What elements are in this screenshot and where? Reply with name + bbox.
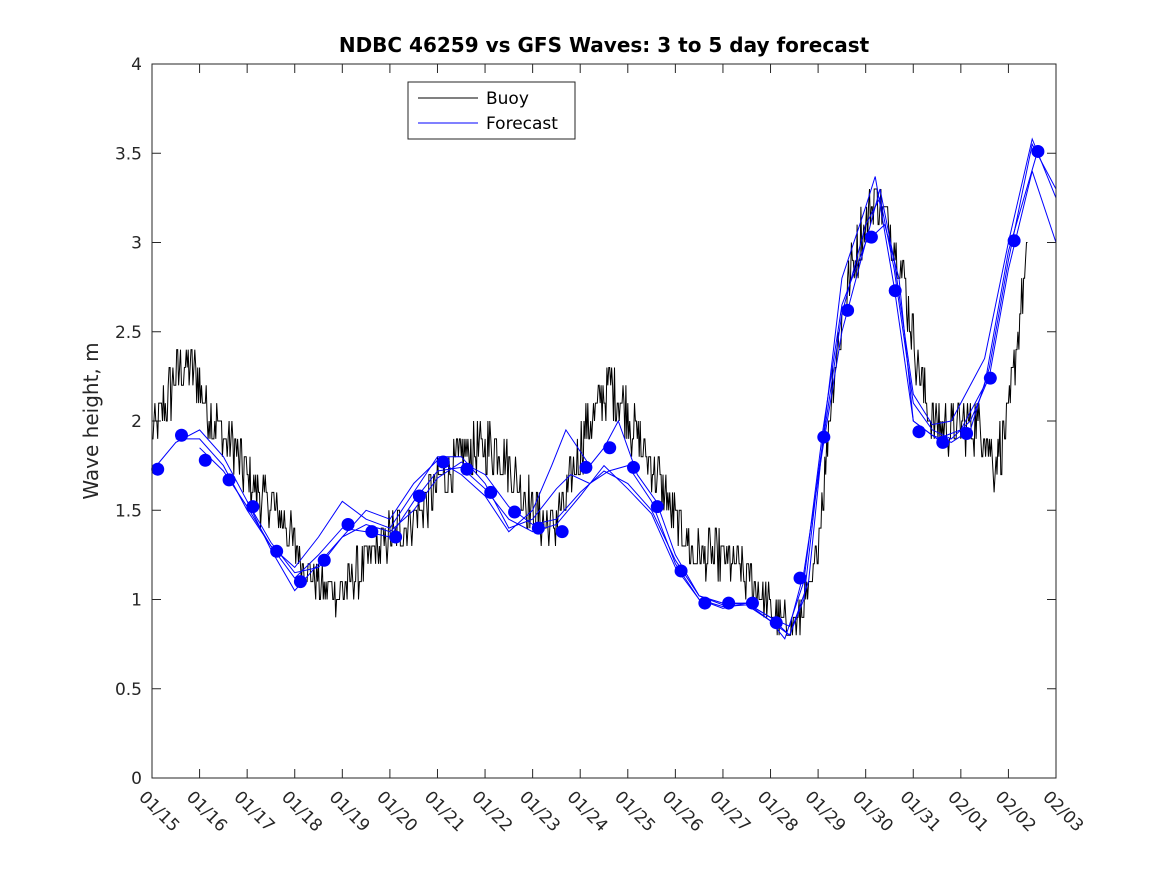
forecast-marker-11 [412,489,426,503]
forecast-marker-9 [365,525,379,539]
forecast-marker-12 [436,455,450,469]
forecast-marker-22 [674,564,688,578]
y-tick-label-0: 0 [131,769,142,789]
forecast-marker-6 [293,575,307,589]
forecast-marker-35 [983,371,997,385]
forecast-marker-19 [603,441,617,455]
forecast-marker-7 [317,553,331,567]
y-tick-label-4: 2 [131,412,142,432]
y-tick-label-2: 1 [131,591,142,611]
forecast-marker-3 [222,473,236,487]
forecast-marker-31 [888,284,902,298]
y-tick-label-5: 2.5 [115,323,142,343]
plot-frame [151,63,1057,779]
forecast-marker-33 [936,435,950,449]
forecast-marker-8 [341,518,355,532]
forecast-marker-26 [769,616,783,630]
y-tick-label-7: 3.5 [115,144,142,164]
forecast-marker-14 [484,485,498,499]
y-tick-label-3: 1.5 [115,501,142,521]
legend: Buoy Forecast [407,81,576,140]
forecast-markers [151,144,1045,630]
plot-area [152,64,1056,778]
chart-title: NDBC 46259 vs GFS Waves: 3 to 5 day fore… [339,33,870,57]
legend-buoy-label: Buoy [486,89,529,109]
y-axis-label: Wave height, m [79,342,103,499]
forecast-marker-23 [698,596,712,610]
forecast-marker-2 [198,453,212,467]
forecast-marker-27 [793,571,807,585]
forecast-marker-29 [841,303,855,317]
forecast-marker-15 [508,505,522,519]
forecast-marker-16 [531,521,545,535]
forecast-marker-30 [864,230,878,244]
y-tick-label-1: 0.5 [115,680,142,700]
y-tick-label-6: 3 [131,234,142,254]
forecast-marker-25 [745,596,759,610]
forecast-marker-13 [460,462,474,476]
forecast-series-line-2 [199,137,1057,628]
legend-forecast-label: Forecast [486,114,558,134]
forecast-marker-20 [626,460,640,474]
forecast-marker-36 [1007,234,1021,248]
forecast-marker-32 [912,425,926,439]
forecast-marker-10 [389,530,403,544]
forecast-marker-5 [270,544,284,558]
forecast-marker-1 [174,428,188,442]
forecast-marker-24 [722,596,736,610]
forecast-marker-4 [246,500,260,514]
y-tick-label-8: 4 [131,55,142,75]
forecast-marker-34 [960,426,974,440]
y-tick-labels: 0 0.5 1 1.5 2 2.5 3 3.5 4 [115,55,142,789]
forecast-series-line-3 [246,153,1038,640]
forecast-marker-18 [579,460,593,474]
forecast-marker-21 [650,500,664,514]
legend-box [407,81,576,140]
forecast-marker-17 [555,525,569,539]
forecast-marker-37 [1031,144,1045,158]
forecast-marker-28 [817,430,831,444]
forecast-marker-0 [151,462,165,476]
